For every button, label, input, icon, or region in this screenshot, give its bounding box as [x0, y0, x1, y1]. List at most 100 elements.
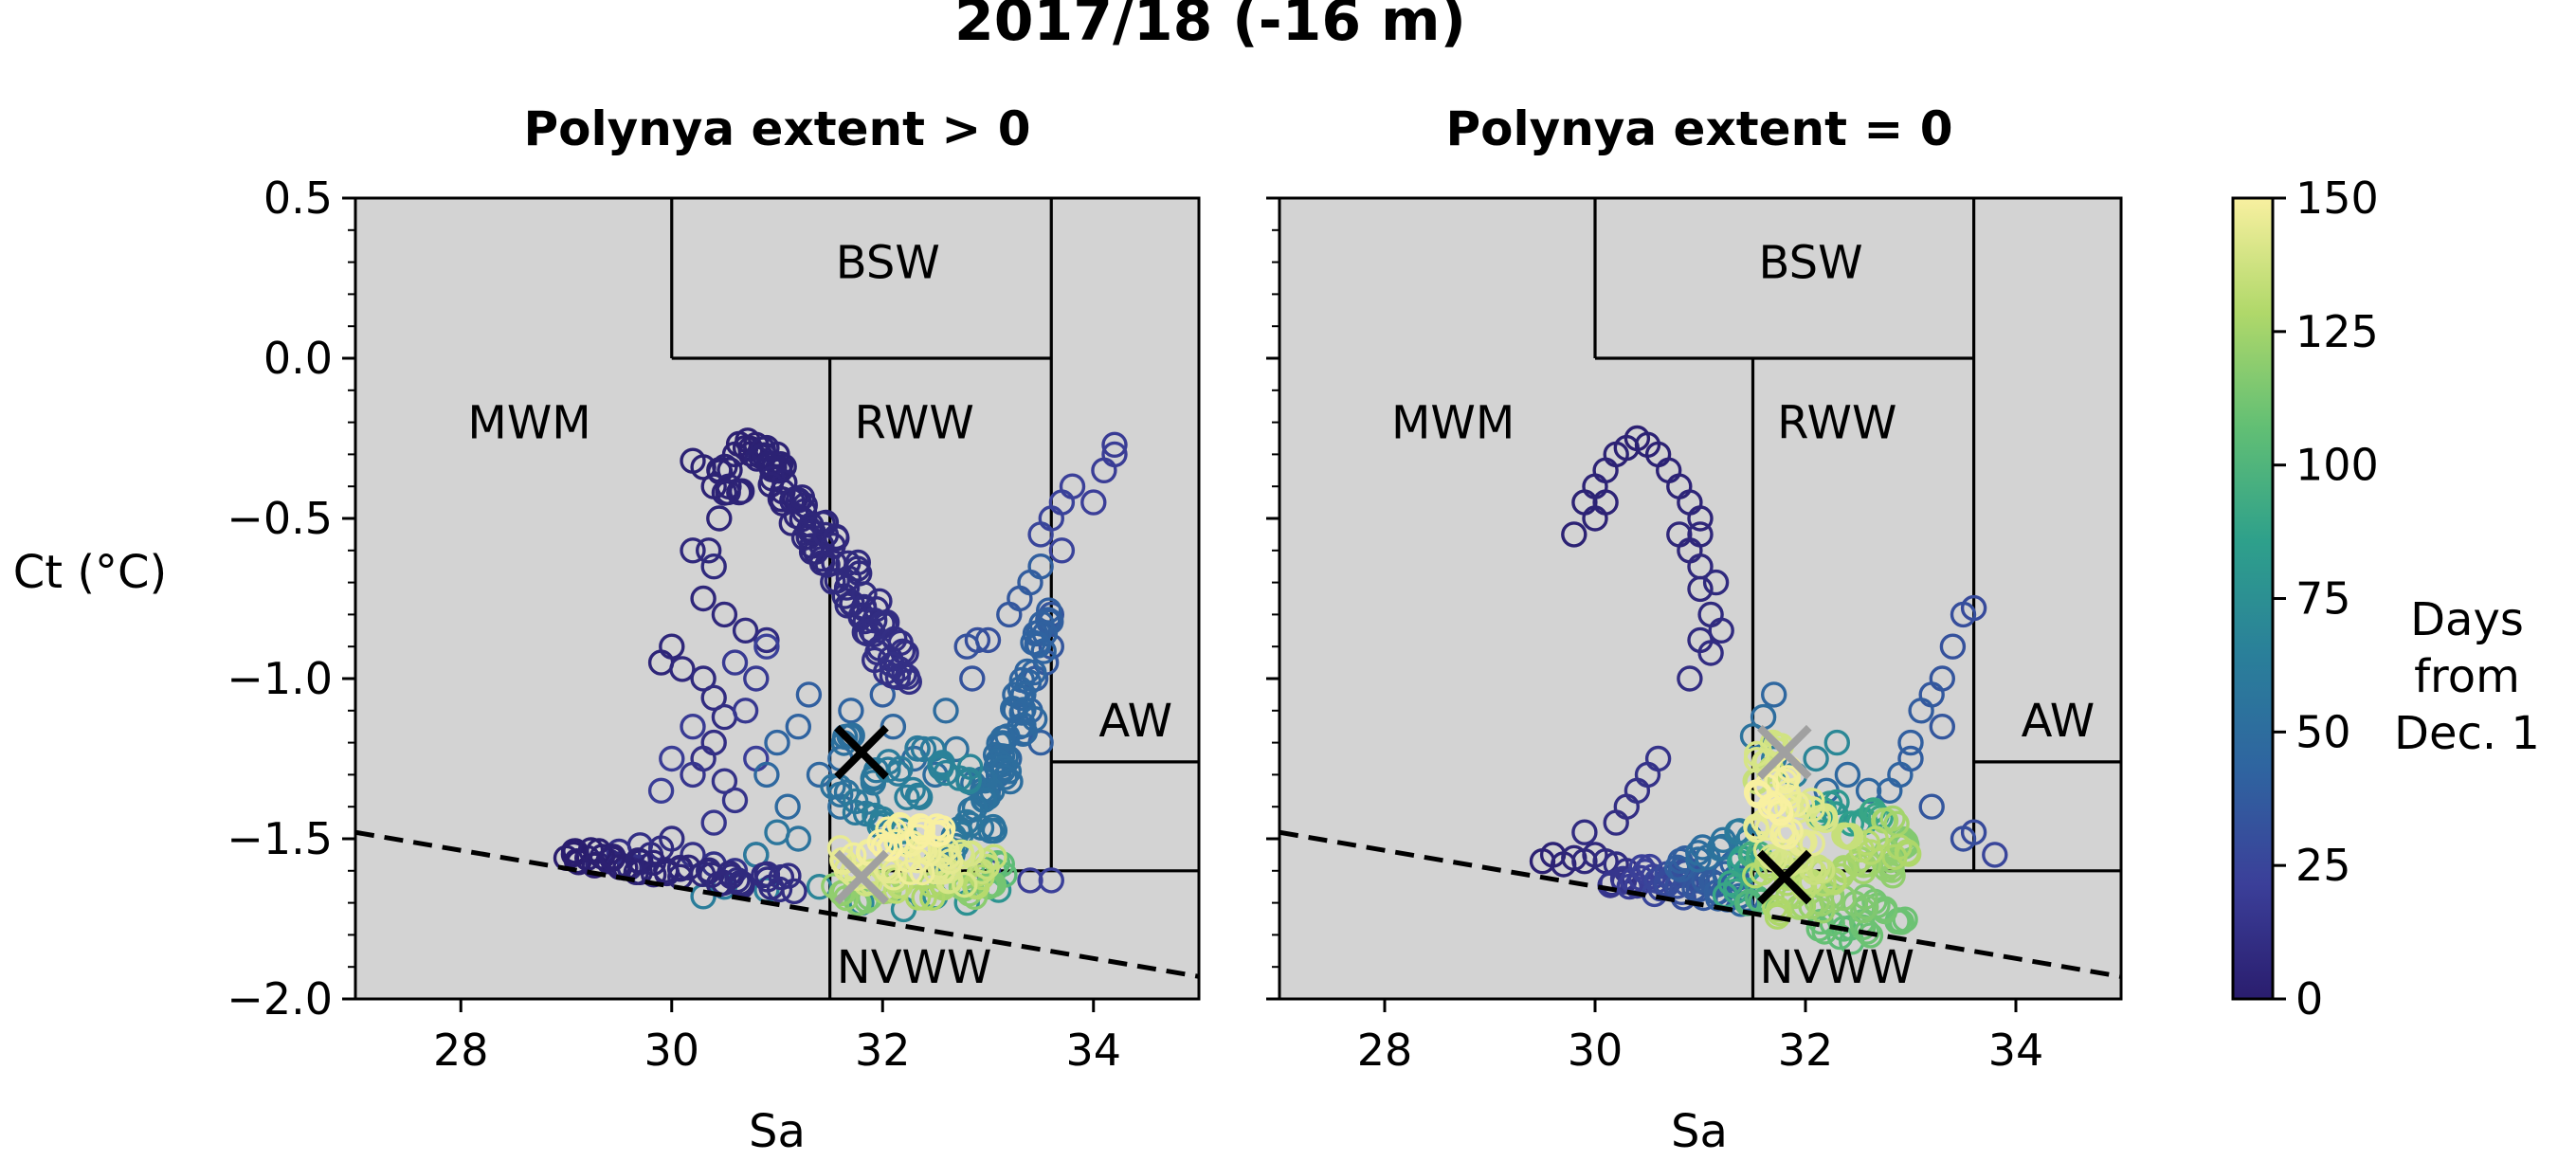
- data-point: [899, 776, 926, 804]
- colorbar: Days from Dec. 1 0 25 50 75 100 125 150: [2231, 172, 2540, 1025]
- data-point: [1561, 521, 1587, 548]
- data-point: [875, 816, 901, 843]
- data-point: [904, 782, 932, 809]
- data-point: [1950, 601, 1977, 628]
- freezing-line: [1279, 829, 2121, 979]
- data-point: [1857, 922, 1884, 949]
- data-point: [1743, 817, 1770, 844]
- panel-right-xlabel: Sa: [1671, 1105, 1728, 1158]
- data-point: [1929, 714, 1956, 740]
- data-point: [753, 633, 780, 660]
- data-point: [659, 633, 685, 660]
- data-point: [690, 585, 717, 612]
- data-point: [1757, 793, 1784, 820]
- data-point: [1771, 768, 1799, 794]
- data-point: [1774, 765, 1802, 791]
- region-label-aw: AW: [2022, 695, 2095, 748]
- data-point: [809, 510, 836, 537]
- x-tick-label: 32: [1778, 1025, 1834, 1076]
- data-point: [1849, 914, 1877, 941]
- data-point: [953, 808, 980, 836]
- data-point: [795, 681, 823, 708]
- data-point: [785, 487, 812, 514]
- data-point: [1644, 745, 1672, 772]
- panel-left-plot: BSW MWM RWW AW NVWW 0.5 0.0 −0.5 −1.0 −1.5 −2.0 28 3…: [227, 172, 1201, 1076]
- data-point: [909, 859, 935, 886]
- data-point: [1918, 793, 1945, 820]
- data-point: [1982, 842, 2008, 868]
- data-point: [1592, 489, 1619, 516]
- data-point: [1760, 681, 1787, 708]
- data-point: [910, 735, 937, 763]
- data-point: [753, 761, 780, 789]
- data-point: [959, 665, 986, 692]
- data-point: [1939, 633, 1967, 660]
- panel-right: Polynya extent = 0 BSW MWM RWW AW NVWW 28 30 32…: [1266, 101, 2123, 1158]
- data-point: [1008, 699, 1035, 726]
- data-point: [1850, 898, 1877, 924]
- data-point: [680, 714, 706, 740]
- data-point: [659, 745, 685, 772]
- data-point: [1027, 553, 1054, 580]
- region-label-rww: RWW: [1777, 397, 1896, 450]
- data-point: [781, 878, 807, 905]
- data-point: [721, 649, 749, 676]
- data-point: [1702, 569, 1730, 596]
- data-point: [1024, 630, 1050, 658]
- data-point: [766, 876, 793, 903]
- data-point: [1048, 537, 1076, 564]
- data-point: [764, 729, 790, 756]
- y-tick-label: −0.5: [227, 493, 333, 544]
- data-point: [1687, 505, 1714, 532]
- y-tick-label: −1.5: [227, 813, 333, 864]
- data-point: [785, 714, 811, 740]
- y-tick-label: −1.0: [227, 653, 333, 704]
- data-point: [626, 832, 654, 859]
- data-point: [625, 847, 651, 874]
- mean-marker: [834, 724, 889, 780]
- x-tick-label: 32: [855, 1025, 911, 1076]
- panel-left-xlabel: Sa: [749, 1105, 806, 1158]
- region-label-rww: RWW: [854, 397, 973, 450]
- data-point: [732, 617, 759, 644]
- data-point: [700, 809, 727, 836]
- data-point: [880, 864, 907, 891]
- data-point: [1709, 834, 1736, 861]
- data-point: [953, 633, 980, 660]
- data-point: [700, 553, 727, 580]
- data-point: [764, 819, 790, 845]
- region-label-bsw: BSW: [836, 237, 940, 290]
- data-point: [946, 765, 972, 791]
- data-point: [696, 537, 722, 564]
- data-point: [669, 656, 696, 682]
- colorbar-tick-label: 75: [2295, 573, 2351, 625]
- data-point: [971, 787, 997, 813]
- region-label-mwm: MWM: [1391, 397, 1515, 450]
- data-point: [1101, 441, 1128, 468]
- panel-right-title: Polynya extent = 0: [1445, 101, 1952, 156]
- data-point: [712, 453, 738, 481]
- data-point: [896, 668, 922, 696]
- data-point: [774, 793, 801, 820]
- mean-marker: [1756, 724, 1812, 780]
- data-point: [1687, 575, 1714, 603]
- data-point: [1101, 431, 1128, 458]
- data-point: [876, 834, 903, 861]
- data-point: [700, 684, 727, 711]
- data-point: [680, 537, 706, 564]
- data-point: [862, 802, 888, 829]
- data-point: [1823, 729, 1851, 756]
- x-tick-label: 30: [1568, 1025, 1624, 1076]
- data-point: [1742, 862, 1769, 889]
- data-point: [690, 665, 717, 692]
- data-point: [1038, 867, 1065, 894]
- data-point: [1030, 638, 1057, 664]
- data-point: [1805, 854, 1831, 880]
- data-point: [560, 841, 588, 868]
- data-point: [823, 523, 849, 551]
- data-point: [894, 784, 920, 810]
- mean-marker: [1756, 849, 1812, 905]
- data-point: [1080, 489, 1107, 516]
- data-point: [1834, 761, 1861, 789]
- colorbar-tick-label: 100: [2295, 440, 2379, 491]
